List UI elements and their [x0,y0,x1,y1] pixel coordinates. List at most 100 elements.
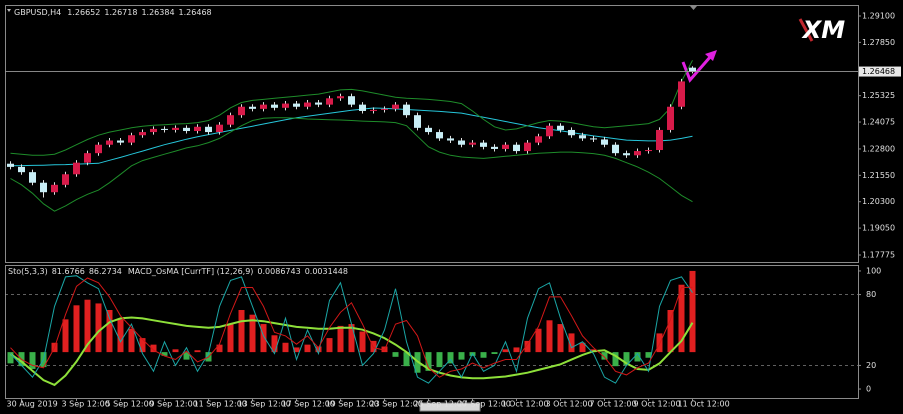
candle-body [623,153,630,156]
histogram-bar [194,350,201,353]
histogram-bar [612,352,619,367]
y-tick-label: 100 [866,266,881,275]
histogram-bar [282,342,289,353]
y-tick-label: 1.29100 [862,11,895,20]
y-tick-label: 1.25325 [862,91,895,100]
candle-body [381,108,388,110]
candle-body [678,81,685,107]
candle-body [634,151,641,156]
candle-body [29,172,36,183]
candle-body [590,138,597,140]
header-close: 1.26468 [179,8,212,17]
histogram-bar [689,270,696,353]
histogram-bar [403,352,410,367]
candle-body [238,106,245,116]
candle-body [315,102,322,105]
candle-body [106,140,113,145]
candle-body [425,127,432,133]
indicator-line [9,316,694,387]
candle-body [502,144,509,149]
histogram-bar [458,352,465,360]
x-tick-label: 7 Oct 12:00 [590,400,637,409]
y-tick-label: 1.21550 [862,171,895,180]
histogram-bar [260,324,267,353]
y-tick-label: 80 [866,290,876,299]
histogram-bar [337,325,344,353]
arrow-line [681,55,713,83]
candle-body [370,109,377,111]
candle-body [260,104,267,109]
logo: XM [796,16,854,44]
candle-body [62,174,69,185]
candle-body [337,96,344,99]
histogram-bar [678,284,685,353]
y-tick-label: 1.22800 [862,144,895,153]
histogram-bar [601,352,608,360]
overlay-line [10,117,693,212]
histogram-bar [29,352,36,369]
indicator-panel-frame [5,265,859,399]
candle-body [84,153,91,163]
candle-body [73,162,80,175]
x-tick-label: 23 Sep 12:00 [370,400,423,409]
x-tick-label: 19 Sep 12:00 [326,400,379,409]
histogram-bar [579,342,586,353]
shift-marker [690,6,697,10]
forecast-arrow [681,50,717,83]
candle-body [150,128,157,133]
histogram-bar [183,352,190,360]
candle-body [304,102,311,107]
candle-body [689,67,696,72]
histogram-bar [623,352,630,366]
candle-body [667,106,674,130]
stoch-signal-value: 86.2734 [89,267,122,276]
candle-body [227,115,234,125]
candle-body [568,129,575,136]
candle-body [656,129,663,151]
stoch-label: Sto(5,3,3) [8,267,48,276]
overlay-line [10,60,693,156]
x-tick-label: 11 Oct 12:00 [678,400,730,409]
candle-body [436,132,443,139]
scroll-thumb[interactable] [419,402,481,412]
histogram-bar [227,324,234,353]
x-tick-label: 3 Sep 12:00 [62,400,110,409]
histogram-bar [95,303,102,353]
histogram-bar [128,328,135,353]
candle-body [546,125,553,137]
histogram-bar [161,352,168,356]
histogram-bar [392,352,399,357]
price-panel-frame [5,5,859,263]
candle-body [95,144,102,154]
candle-body [172,127,179,130]
x-tick-label: 1 Oct 12:00 [502,400,549,409]
histogram-bar [524,340,531,353]
x-tick-label: 5 Sep 12:00 [106,400,154,409]
histogram-bar [667,310,674,353]
histogram-bar [447,352,454,364]
last-price-box [859,66,901,77]
histogram-bar [84,299,91,353]
histogram-bar [326,338,333,353]
histogram-bar [535,328,542,353]
candle-body [117,140,124,143]
histogram-bar [271,335,278,353]
x-tick-label: 27 Sep 12:00 [458,400,511,409]
histogram-bar [502,349,509,353]
candle-body [469,142,476,145]
candle-body [612,144,619,154]
histogram-bar [546,320,553,353]
histogram-bar [425,352,432,371]
histogram-bar [480,352,487,358]
candle-body [194,126,201,132]
candle-body [601,139,608,145]
x-tick-label: 30 Aug 2019 [7,400,58,409]
x-tick-label: 11 Sep 12:00 [194,400,247,409]
header-high: 1.26718 [104,8,137,17]
candle-body [414,115,421,128]
candle-body [535,136,542,143]
histogram-bar [249,314,256,353]
candle-body [271,104,278,108]
